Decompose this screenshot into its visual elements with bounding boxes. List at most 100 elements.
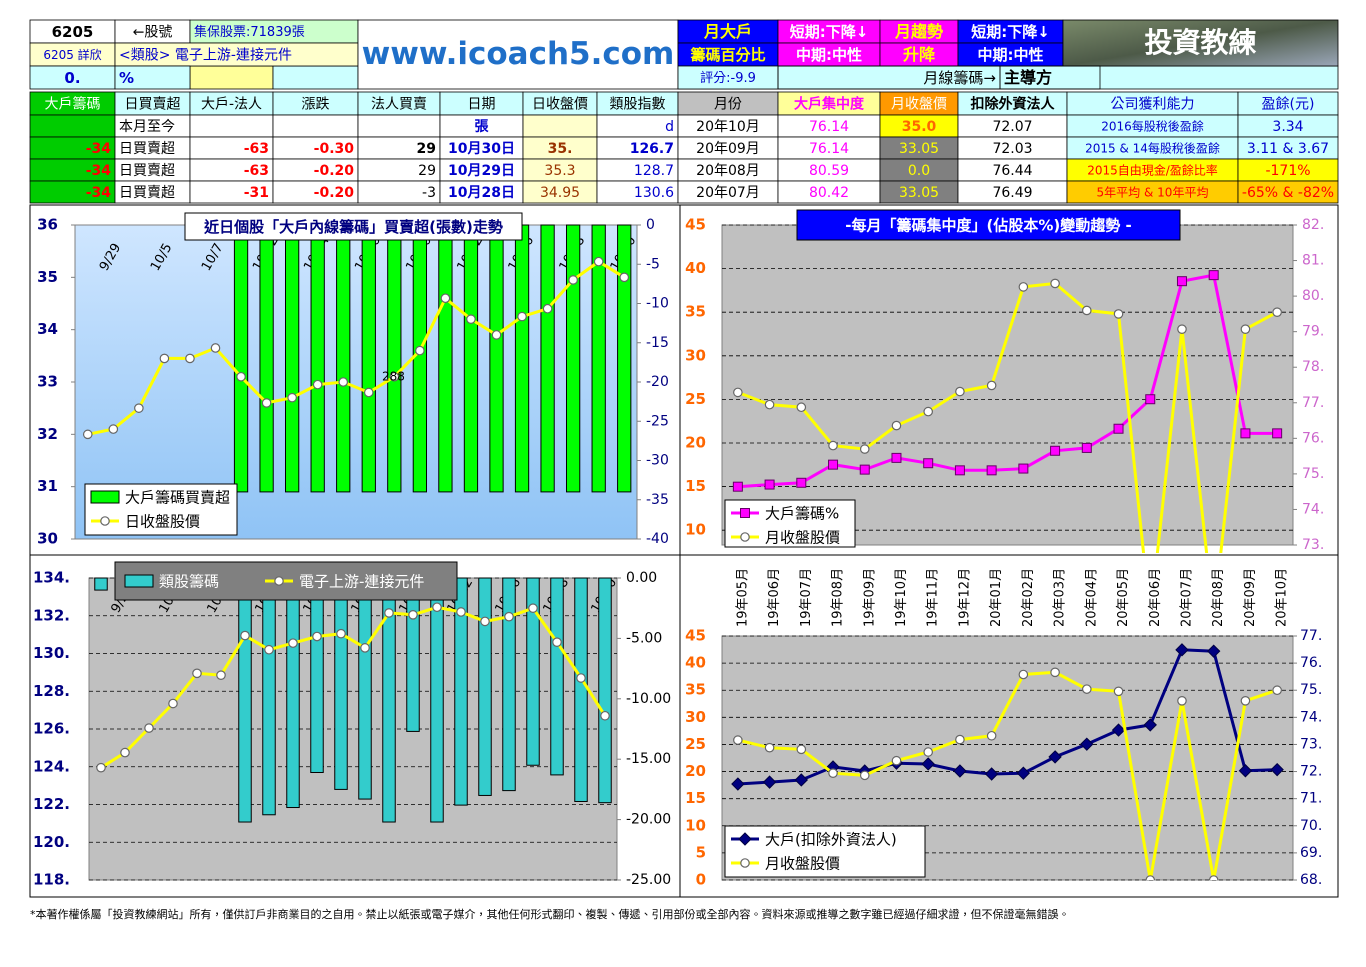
x-tick-label: 20年04月: [1084, 568, 1099, 627]
point: [1018, 282, 1029, 292]
x-tick-label: 20年09月: [1243, 568, 1258, 627]
footer: *本著作權係屬「投資教練網站」所有，僅供訂戶非商業目的之自用。禁止以紙張或電子媒…: [30, 907, 1070, 921]
point: [955, 386, 965, 397]
point: [528, 603, 538, 613]
cell-text: 35.0: [902, 119, 937, 135]
bar: [438, 224, 453, 493]
point: [504, 611, 514, 622]
chart: 118. 120. 122. 124. 126. 128. 130. 132. 134. 0.00…: [33, 561, 671, 889]
point: [568, 275, 578, 285]
y-tick-label: 20: [685, 433, 706, 451]
y2-tick-label: 68.: [1300, 872, 1322, 888]
line: [737, 670, 1278, 880]
bar: [358, 577, 372, 800]
y2-tick-label: 0: [646, 217, 655, 233]
bar: [617, 224, 632, 493]
cell-text: 80.59: [809, 163, 849, 179]
bar: [514, 224, 530, 493]
cell-text: 月線籌碼→: [923, 69, 996, 87]
cell-text: 升降: [903, 45, 936, 64]
y-tick-label: 10: [685, 816, 706, 834]
y-tick-label: 45: [685, 627, 706, 645]
cell-text: 日期: [468, 97, 496, 113]
y-tick-label: 122.: [33, 795, 70, 813]
point: [120, 747, 130, 758]
y-tick-label: 30: [685, 708, 706, 726]
y-tick-label: 134.: [33, 569, 70, 587]
point: [432, 602, 442, 613]
cell: [357, 19, 679, 90]
cell-text: -34: [86, 185, 112, 201]
point: [986, 730, 997, 741]
cell-text: 短期:下降↓: [971, 23, 1050, 41]
cell-text: 130.6: [634, 185, 674, 201]
point: [440, 293, 451, 304]
cell-text: 法人買賣: [371, 97, 427, 113]
point: [159, 353, 170, 364]
x-tick-label: 20年08月: [1211, 568, 1226, 627]
cell: [29, 114, 116, 138]
y-tick-label: 35: [685, 303, 706, 321]
y-tick-label: 20: [685, 762, 706, 780]
point: [828, 459, 839, 470]
y2-tick-label: 73.: [1300, 736, 1322, 752]
cell-text: 月大戶: [703, 22, 752, 41]
cell-text: 34.95: [540, 185, 580, 201]
y-tick-label: 25: [685, 390, 706, 408]
x-tick-label: 19年05月: [735, 568, 750, 627]
point: [466, 314, 476, 324]
cell-text: 10月28日: [448, 185, 515, 201]
y-tick-label: 15: [685, 477, 706, 495]
cell-text: 月份: [714, 97, 742, 113]
point: [733, 735, 743, 745]
y2-tick-label: 74.: [1302, 501, 1324, 517]
x-tick-label: 19年09月: [862, 568, 877, 627]
bar: [262, 577, 276, 816]
point: [389, 371, 400, 382]
y-tick-label: 45: [685, 216, 706, 234]
point: [923, 747, 933, 757]
line: [737, 281, 1278, 553]
point: [1048, 750, 1062, 764]
y-tick-label: 33: [37, 373, 58, 391]
x-tick-label: 19年10月: [894, 568, 909, 627]
cell-text: 2016每股稅後盈餘: [1101, 119, 1204, 134]
point: [480, 616, 490, 627]
cell-text: -0.20: [314, 163, 355, 179]
cell-text: -65% & -82%: [1242, 185, 1334, 201]
y2-tick-label: -5.00: [626, 630, 662, 646]
point: [600, 710, 610, 721]
y2-tick-label: 73.: [1302, 537, 1324, 553]
cell-text: 5年平均 & 10年平均: [1097, 186, 1209, 200]
bar: [540, 224, 555, 493]
point: [1208, 875, 1219, 880]
cell-text: 2015 & 14每股稅後盈餘: [1085, 141, 1220, 156]
x-tick-label: 20年10月: [1275, 568, 1290, 627]
cell-text: 20年07月: [696, 185, 760, 201]
x-tick-label: 19年07月: [799, 568, 814, 627]
point: [1081, 442, 1092, 453]
bar: [526, 577, 540, 766]
y2-tick-label: 79.: [1302, 324, 1324, 340]
cell-text: 大戶-法人: [201, 97, 262, 113]
cell-text: 72.03: [992, 141, 1032, 157]
bar: [233, 224, 249, 493]
point: [923, 406, 933, 417]
series: [82, 256, 630, 440]
cell-text: -34: [86, 141, 112, 157]
point: [384, 608, 394, 618]
point: [1272, 307, 1282, 317]
cell-text: 33.05: [899, 185, 939, 201]
cell-text: 0.0: [908, 163, 930, 179]
point: [1113, 309, 1124, 319]
legend-swatch: [90, 490, 120, 504]
point: [828, 768, 838, 778]
bar: [387, 224, 402, 493]
cell-text: 10月29日: [448, 163, 515, 179]
cell-text: 76.14: [809, 141, 849, 157]
cell-text: 3.11 & 3.67: [1247, 141, 1329, 157]
legend-swatch: [124, 574, 154, 588]
cell-text: 大戶集中度: [794, 96, 865, 113]
x-tick-label: 19年11月: [926, 568, 941, 627]
y2-tick-label: -15: [646, 335, 669, 351]
